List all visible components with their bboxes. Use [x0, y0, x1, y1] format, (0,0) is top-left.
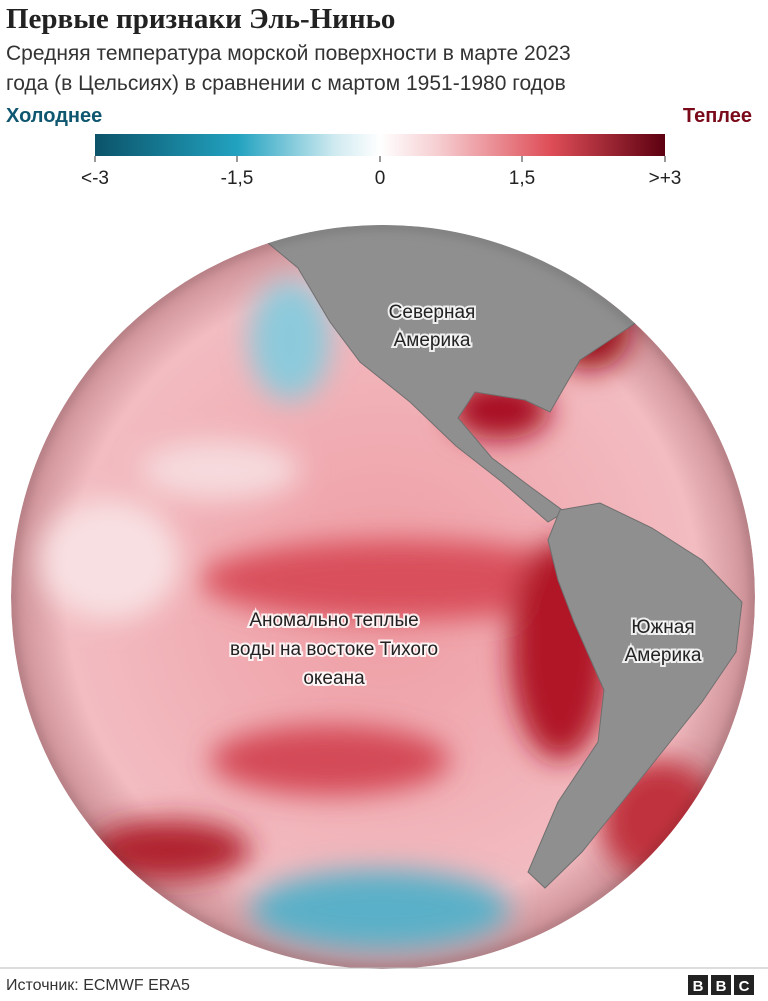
color-scale [95, 134, 665, 156]
scale-tick-label: <-3 [81, 168, 109, 189]
subtitle: года (в Цельсиях) в сравнении с мартом 1… [6, 72, 566, 95]
cold-label: Холоднее [6, 105, 102, 127]
globe [11, 225, 755, 969]
region-label: Америка [625, 645, 702, 666]
logo-letter: B [716, 978, 727, 995]
scale-tick-label: >+3 [649, 168, 682, 189]
region-label: Северная [389, 302, 476, 323]
logo-letter: B [693, 978, 704, 995]
bbc-logo: B B C [688, 975, 754, 995]
region-label: Южная [631, 617, 694, 638]
subtitle: Средняя температура морской поверхности … [6, 42, 571, 65]
scale-tick-label: -1,5 [221, 168, 254, 189]
region-label: океана [303, 668, 365, 689]
region-label: Америка [394, 330, 471, 351]
scale-tick-label: 1,5 [509, 168, 535, 189]
region-label: Аномально теплые [249, 610, 418, 631]
scale-ticks [94, 156, 666, 162]
scale-tick-label: 0 [375, 168, 386, 189]
logo-letter: C [739, 978, 750, 995]
title: Первые признаки Эль-Ниньо [6, 3, 395, 35]
region-label: воды на востоке Тихого [230, 639, 438, 660]
source: Источник: ECMWF ERA5 [6, 977, 190, 994]
warm-label: Теплее [683, 105, 752, 127]
